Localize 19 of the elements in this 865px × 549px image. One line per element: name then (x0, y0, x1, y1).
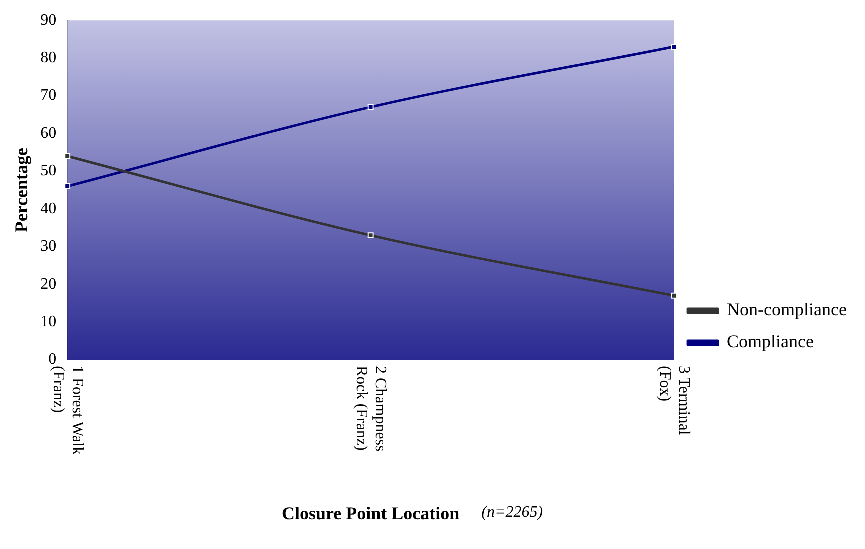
legend-label: Non-compliance (727, 300, 848, 320)
x-tick-label: 1 Forest Walk (Franz) (50, 366, 86, 456)
y-tick-label: 40 (40, 200, 57, 218)
y-tick-label: 60 (40, 124, 57, 142)
y-axis-title: Percentage (11, 148, 32, 233)
y-tick-label: 80 (40, 50, 57, 67)
y-tick-label: 10 (40, 313, 57, 330)
x-axis-title: Closure Point Location (282, 504, 460, 524)
y-tick-label: 70 (40, 87, 57, 104)
point (368, 104, 374, 110)
x-tick-label: 3 Terminal (Fox) (656, 366, 692, 436)
text: (n=2265) (482, 504, 544, 522)
y-tick-label: 50 (40, 162, 57, 180)
y-tick-label: 90 (40, 12, 57, 29)
legend-label: Compliance (727, 332, 814, 352)
y-tick-label: 20 (40, 276, 57, 293)
x-tick-label: 2 Champness Rock (Franz) (353, 366, 390, 452)
y-tick-label: 30 (40, 238, 57, 256)
point (368, 232, 374, 239)
